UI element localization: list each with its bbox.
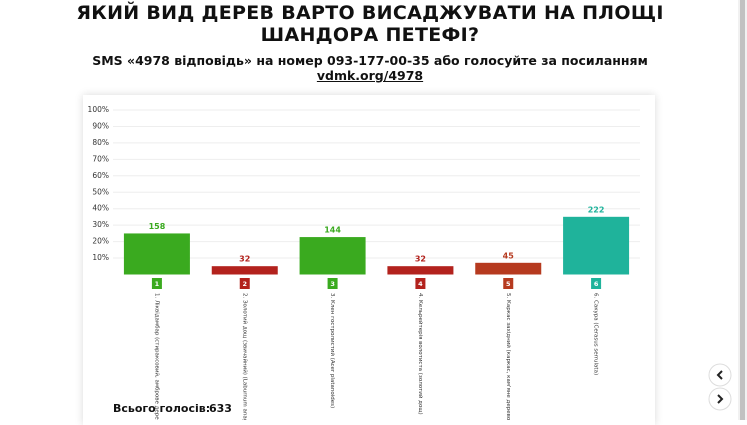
- header: ЯКИЙ ВИД ДЕРЕВ ВАРТО ВИСАДЖУВАТИ НА ПЛОЩ…: [40, 2, 700, 83]
- badge-label: 3: [330, 280, 335, 288]
- badge: [239, 278, 250, 289]
- y-tick-label: 90%: [92, 121, 109, 130]
- prev-icon: [716, 370, 723, 380]
- value-label: 32: [415, 255, 426, 264]
- x-tick-label: 2. Золотий дощ (звичайний) (Laburnum ana…: [241, 293, 248, 420]
- value-label: 32: [239, 255, 250, 264]
- bar: [123, 233, 190, 275]
- bar: [299, 237, 366, 275]
- y-tick-label: 30%: [92, 220, 109, 229]
- value-label: 158: [149, 222, 166, 231]
- y-tick-label: 70%: [92, 154, 109, 163]
- bar: [475, 262, 542, 275]
- y-tick-label: 10%: [92, 253, 109, 262]
- title: ЯКИЙ ВИД ДЕРЕВ ВАРТО ВИСАДЖУВАТИ НА ПЛОЩ…: [76, 2, 664, 46]
- x-tick-label: 5. Каркас західний (каркас, кам'яне дере…: [505, 293, 512, 420]
- badge: [591, 278, 602, 289]
- value-label: 144: [324, 226, 341, 235]
- badge: [327, 278, 338, 289]
- bar: [387, 266, 454, 275]
- bar: [211, 266, 278, 275]
- prev-button[interactable]: [708, 363, 732, 387]
- y-tick-label: 100%: [88, 105, 109, 114]
- x-tick-label: 6. Сакура (Cerasus serrulata): [593, 293, 599, 375]
- vote-link[interactable]: vdmk.org/4978: [316, 68, 424, 83]
- badge: [503, 278, 514, 289]
- badge: [415, 278, 426, 289]
- badge-label: 6: [594, 280, 599, 288]
- bar: [563, 216, 630, 275]
- badge-label: 2: [242, 280, 247, 288]
- y-tick-label: 50%: [92, 187, 109, 196]
- badge: [151, 278, 162, 289]
- value-label: 45: [503, 251, 515, 260]
- scroll-thumb[interactable]: [740, 0, 745, 420]
- total-value: 633: [209, 402, 232, 415]
- y-tick-label: 60%: [92, 171, 109, 180]
- y-tick-label: 40%: [92, 204, 109, 213]
- badge-label: 4: [418, 280, 423, 288]
- next-button[interactable]: [708, 387, 732, 411]
- next-icon: [717, 394, 724, 404]
- x-tick-label: 1. Ліквідамбар (стираксовий, амброве дер…: [153, 293, 160, 420]
- value-label: 222: [588, 205, 605, 214]
- badge-label: 1: [155, 280, 160, 288]
- x-tick-label: 4. Кельрейтерія волотиста (золотий дощ): [417, 293, 424, 415]
- x-tick-label: 3. Клен гостролистий (Acer platanoides): [329, 293, 336, 408]
- y-tick-label: 80%: [92, 138, 109, 147]
- sms-info: SMS «4978 відповідь» на номер 093-177-00…: [92, 53, 648, 68]
- badge-label: 5: [506, 280, 511, 288]
- total-label: Всього голосів:: [113, 402, 210, 415]
- y-tick-label: 20%: [92, 237, 109, 246]
